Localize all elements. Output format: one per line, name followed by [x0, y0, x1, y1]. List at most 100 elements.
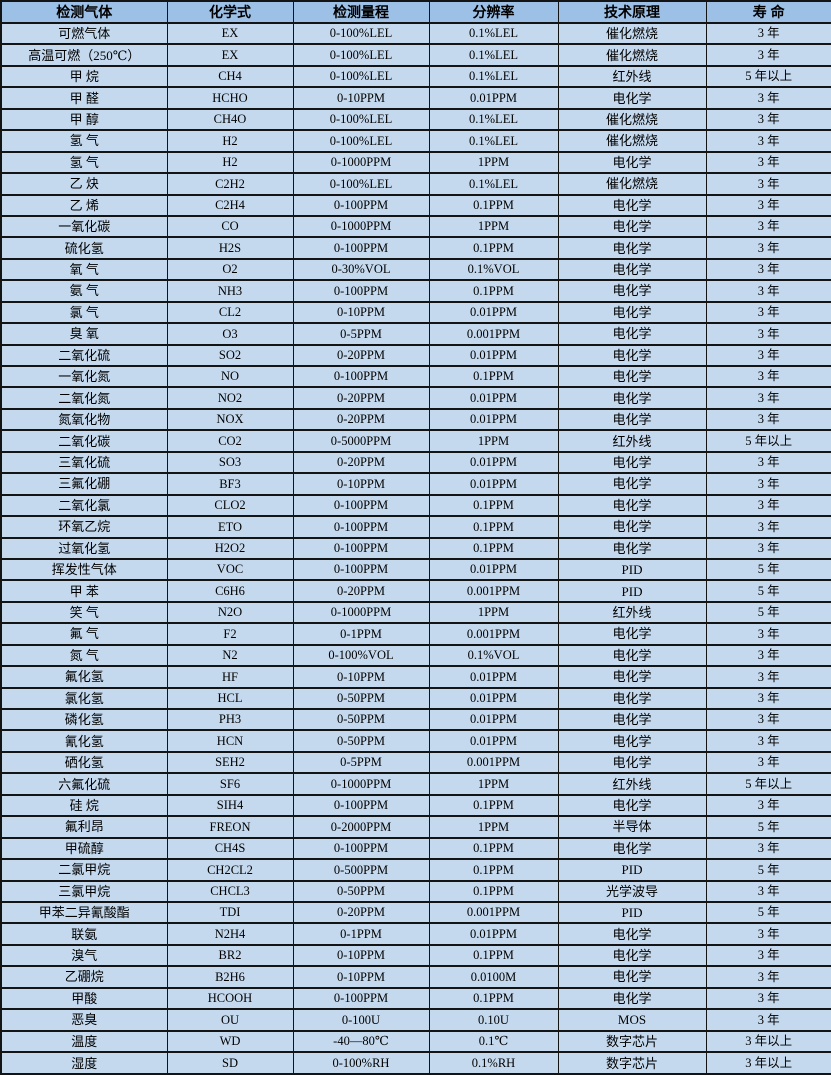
cell-principle: 电化学 — [557, 922, 707, 946]
table-row: 二氧化氮 NO2 0-20PPM 0.01PPM 电化学 3 年 — [0, 386, 831, 410]
cell-resolution: 0.1%VOL — [428, 257, 559, 282]
cell-resolution: 0.001PPM — [428, 322, 559, 346]
cell-formula: C6H6 — [166, 579, 294, 603]
table-row: 甲 苯 C6H6 0-20PPM 0.001PPM PID 5 年 — [0, 579, 831, 603]
cell-range: 0-30%VOL — [292, 257, 430, 282]
cell-gas: 甲 醛 — [0, 86, 168, 110]
cell-gas: 甲苯二异氰酸酯 — [0, 900, 168, 925]
cell-formula: OU — [166, 1008, 294, 1032]
cell-resolution: 0.1%LEL — [428, 43, 559, 67]
cell-range: 0-100U — [292, 1008, 430, 1032]
cell-gas: 氢 气 — [0, 129, 168, 153]
cell-formula: CO — [166, 214, 294, 239]
cell-range: 0-10PPM — [292, 943, 430, 968]
cell-formula: HCOOH — [166, 986, 294, 1011]
cell-lifespan: 3 年 — [705, 750, 831, 775]
cell-formula: ETO — [166, 515, 294, 539]
cell-gas: 联氨 — [0, 922, 168, 946]
cell-resolution: 0.0100M — [428, 965, 559, 989]
cell-formula: HCHO — [166, 86, 294, 110]
table-row: 氟化氢 HF 0-10PPM 0.01PPM 电化学 3 年 — [0, 665, 831, 689]
cell-range: 0-500PPM — [292, 858, 430, 882]
table-row: 湿度 SD 0-100%RH 0.1%RH 数字芯片 3 年以上 — [0, 1051, 831, 1075]
cell-gas: 硫化氢 — [0, 236, 168, 260]
cell-resolution: 0.01PPM — [428, 472, 559, 496]
table-row: 氮氧化物 NOX 0-20PPM 0.01PPM 电化学 3 年 — [0, 407, 831, 432]
cell-lifespan: 3 年 — [705, 257, 831, 282]
cell-principle: 电化学 — [557, 622, 707, 646]
cell-resolution: 0.1%VOL — [428, 643, 559, 668]
cell-principle: 电化学 — [557, 214, 707, 239]
cell-range: 0-100PPM — [292, 557, 430, 582]
cell-resolution: 0.1%LEL — [428, 172, 559, 196]
cell-resolution: 0.1PPM — [428, 364, 559, 389]
cell-range: 0-1PPM — [292, 922, 430, 946]
cell-lifespan: 3 年 — [705, 665, 831, 689]
cell-lifespan: 3 年 — [705, 322, 831, 346]
cell-resolution: 0.1PPM — [428, 943, 559, 968]
cell-range: 0-1000PPM — [292, 214, 430, 239]
cell-gas: 湿度 — [0, 1051, 168, 1075]
cell-formula: CH4S — [166, 836, 294, 861]
cell-lifespan: 3 年 — [705, 729, 831, 753]
cell-gas: 甲 醇 — [0, 107, 168, 132]
cell-range: 0-100%LEL — [292, 64, 430, 89]
cell-formula: BF3 — [166, 472, 294, 496]
cell-resolution: 0.01PPM — [428, 729, 559, 753]
cell-resolution: 0.01PPM — [428, 300, 559, 325]
column-header-range: 检测量程 — [292, 0, 430, 24]
cell-lifespan: 3 年以上 — [705, 1051, 831, 1075]
cell-principle: 电化学 — [557, 300, 707, 325]
cell-gas: 氯 气 — [0, 300, 168, 325]
cell-lifespan: 3 年 — [705, 686, 831, 711]
cell-lifespan: 3 年 — [705, 515, 831, 539]
column-header-principle: 技术原理 — [557, 0, 707, 24]
cell-formula: F2 — [166, 622, 294, 646]
cell-range: 0-100%LEL — [292, 129, 430, 153]
cell-formula: PH3 — [166, 707, 294, 732]
table-row: 氢 气 H2 0-1000PPM 1PPM 电化学 3 年 — [0, 150, 831, 175]
header-row: 检测气体 化学式 检测量程 分辨率 技术原理寿 命 — [0, 0, 831, 24]
cell-range: 0-5000PPM — [292, 429, 430, 453]
cell-resolution: 1PPM — [428, 429, 559, 453]
cell-lifespan: 3 年 — [705, 107, 831, 132]
cell-range: 0-100PPM — [292, 193, 430, 217]
cell-gas: 乙 炔 — [0, 172, 168, 196]
cell-range: 0-5PPM — [292, 750, 430, 775]
cell-lifespan: 3 年 — [705, 943, 831, 968]
table-row: 联氨 N2H4 0-1PPM 0.01PPM 电化学 3 年 — [0, 922, 831, 946]
cell-principle: 电化学 — [557, 386, 707, 410]
cell-principle: 数字芯片 — [557, 1029, 707, 1054]
cell-principle: 半导体 — [557, 815, 707, 839]
cell-gas: 氢 气 — [0, 150, 168, 175]
cell-gas: 二氯甲烷 — [0, 858, 168, 882]
cell-formula: CLO2 — [166, 493, 294, 518]
cell-lifespan: 3 年 — [705, 407, 831, 432]
cell-range: 0-1PPM — [292, 622, 430, 646]
table-row: 甲 醇 CH4O 0-100%LEL 0.1%LEL 催化燃烧 3 年 — [0, 107, 831, 132]
cell-principle: 电化学 — [557, 322, 707, 346]
cell-range: 0-20PPM — [292, 900, 430, 925]
cell-formula: B2H6 — [166, 965, 294, 989]
cell-range: 0-1000PPM — [292, 150, 430, 175]
cell-lifespan: 3 年 — [705, 172, 831, 196]
cell-range: 0-20PPM — [292, 343, 430, 368]
cell-range: 0-20PPM — [292, 450, 430, 475]
table-row: 二氧化硫 SO2 0-20PPM 0.01PPM 电化学 3 年 — [0, 343, 831, 368]
cell-resolution: 1PPM — [428, 772, 559, 796]
cell-lifespan: 3 年 — [705, 279, 831, 303]
table-row: 过氧化氢 H2O2 0-100PPM 0.1PPM 电化学 3 年 — [0, 536, 831, 560]
cell-lifespan: 3 年 — [705, 472, 831, 496]
cell-principle: 红外线 — [557, 429, 707, 453]
cell-lifespan: 5 年 — [705, 557, 831, 582]
cell-resolution: 0.1PPM — [428, 986, 559, 1011]
cell-formula: NO — [166, 364, 294, 389]
cell-range: -40—80℃ — [292, 1029, 430, 1054]
table-row: 一氧化碳 CO 0-1000PPM 1PPM 电化学 3 年 — [0, 214, 831, 239]
cell-range: 0-100PPM — [292, 515, 430, 539]
cell-resolution: 0.01PPM — [428, 86, 559, 110]
table-row: 六氟化硫 SF6 0-1000PPM 1PPM 红外线 5 年以上 — [0, 772, 831, 796]
cell-formula: H2O2 — [166, 536, 294, 560]
cell-resolution: 0.01PPM — [428, 686, 559, 711]
